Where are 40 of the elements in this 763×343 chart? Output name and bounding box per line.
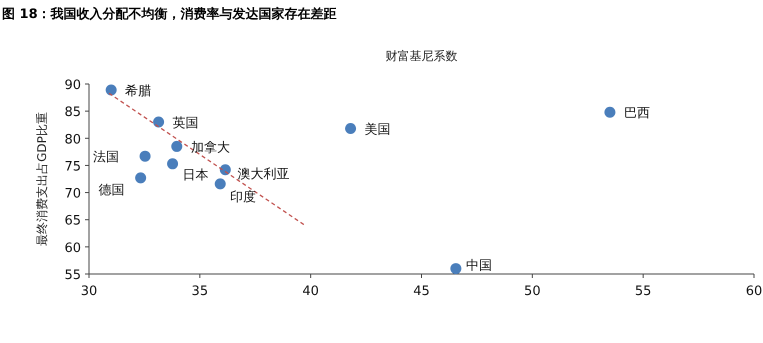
point — [450, 263, 462, 274]
x-tick-label: 30 — [80, 284, 98, 299]
y-tick-label: 80 — [64, 132, 81, 148]
x-tick-label: 45 — [413, 284, 430, 299]
point — [153, 116, 164, 128]
point — [135, 172, 146, 184]
y-tick-label: 70 — [64, 186, 81, 202]
annotation: 巴西 — [624, 106, 650, 122]
annotation: 英国 — [172, 116, 199, 131]
point — [220, 164, 231, 176]
annotation: 法国 — [93, 150, 120, 166]
y-tick-label: 55 — [64, 268, 81, 283]
y-axis-title: 最终消费支出占GDP比重 — [35, 112, 49, 246]
y-tick-label: 65 — [64, 214, 81, 229]
x-tick-label: 55 — [634, 284, 652, 299]
x-tick-label: 50 — [524, 284, 541, 299]
chart-title: 图 18：我国收入分配不均衡，消费率与发达国家存在差距 — [2, 6, 337, 22]
x-tick-label: 40 — [302, 284, 319, 299]
point — [140, 150, 151, 162]
point — [167, 158, 178, 170]
y-tick-label: 90 — [64, 78, 81, 93]
annotation: 德国 — [98, 182, 125, 198]
y-tick-label: 85 — [64, 105, 81, 120]
annotation: 澳大利亚 — [237, 166, 290, 182]
y-tick-label: 75 — [64, 159, 81, 174]
annotation: 印度 — [230, 188, 256, 205]
point — [106, 84, 117, 96]
point — [345, 123, 356, 134]
annotation: 希腊 — [125, 84, 152, 99]
point — [171, 140, 182, 152]
y-tick-label: 60 — [64, 240, 81, 256]
point — [214, 178, 226, 190]
x-tick-label: 35 — [192, 284, 208, 299]
point — [604, 106, 616, 118]
annotation: 日本 — [182, 168, 209, 183]
annotation: 中国 — [466, 258, 492, 274]
annotation: 美国 — [364, 122, 391, 138]
x-tick-label: 60 — [746, 284, 762, 299]
annotation: 加拿大 — [190, 140, 230, 156]
x-axis-title: 财富基尼系数 — [386, 49, 458, 63]
